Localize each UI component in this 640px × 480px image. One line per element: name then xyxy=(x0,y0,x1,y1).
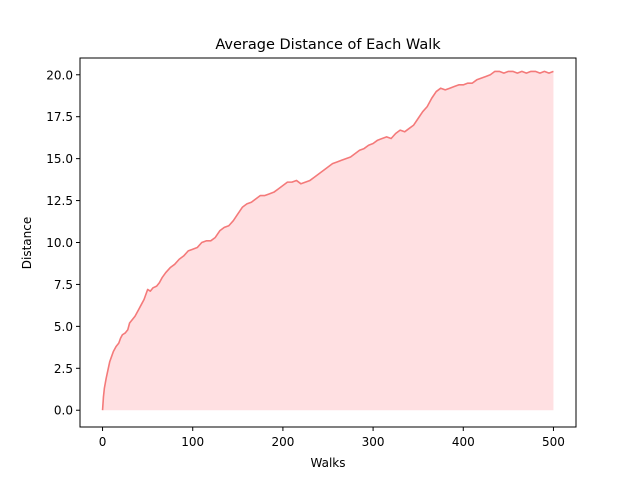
y-axis-label: Distance xyxy=(20,217,34,269)
y-tick-label: 20.0 xyxy=(46,68,73,82)
y-tick-label: 2.5 xyxy=(54,362,73,376)
x-tick-label: 300 xyxy=(362,435,385,449)
series-area-fill xyxy=(102,71,554,411)
y-tick-label: 12.5 xyxy=(46,194,73,208)
y-tick-label: 0.0 xyxy=(54,404,73,418)
series-line xyxy=(101,70,554,411)
x-tick-label: 100 xyxy=(181,435,204,449)
x-axis-label: Walks xyxy=(311,456,346,470)
x-tick-label: 500 xyxy=(542,435,565,449)
y-tick-label: 10.0 xyxy=(46,236,73,250)
x-tick-label: 0 xyxy=(99,435,107,449)
chart-title: Average Distance of Each Walk xyxy=(215,37,441,53)
y-tick-label: 17.5 xyxy=(46,110,73,124)
y-tick-label: 5.0 xyxy=(54,320,73,334)
x-tick-label: 400 xyxy=(452,435,475,449)
y-axis-ticks: 0.0 2.5 5.0 7.5 10.0 12.5 15.0 17.5 20.0 xyxy=(46,68,80,418)
x-tick-label: 200 xyxy=(271,435,294,449)
x-axis-ticks: 0 100 200 300 400 500 xyxy=(99,427,565,449)
y-tick-label: 7.5 xyxy=(54,278,73,292)
plot-area xyxy=(101,70,554,411)
y-tick-label: 15.0 xyxy=(46,152,73,166)
